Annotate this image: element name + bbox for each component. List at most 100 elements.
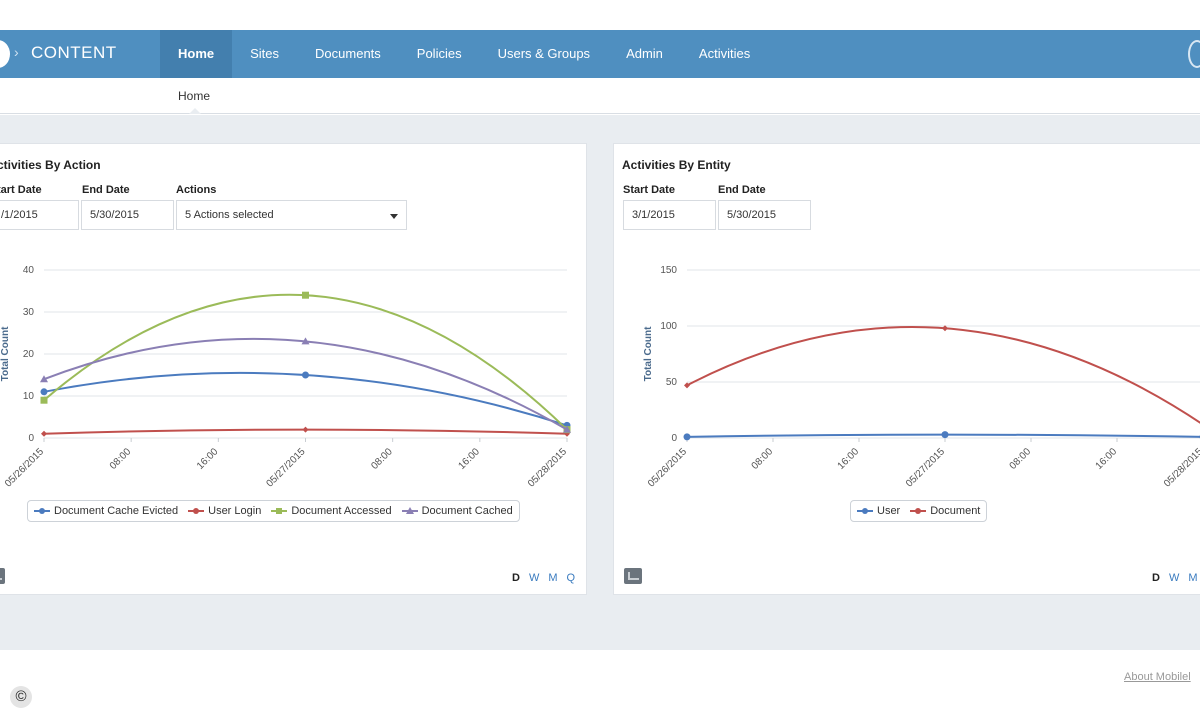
panel-title: Activities By Entity: [622, 158, 731, 172]
y-axis-title: Total Count: [0, 326, 11, 381]
data-point: [40, 375, 48, 383]
legend-label: Document: [930, 505, 981, 517]
nav-item-admin[interactable]: Admin: [626, 46, 663, 61]
x-tick-label: 16:00: [1094, 446, 1120, 472]
x-tick-label: 08:00: [750, 446, 776, 472]
period-selector: D W M Q: [503, 572, 575, 584]
legend-item-user[interactable]: User: [857, 505, 900, 517]
period-quarter[interactable]: Q: [566, 572, 576, 584]
legend-item-document[interactable]: Document: [910, 505, 980, 517]
caret-down-icon: [390, 214, 398, 219]
footer: About Mobilel ©: [0, 650, 1200, 720]
data-point: [942, 325, 948, 332]
activities-by-entity-chart: 0 50 100 150 Total Count 05/26/2015 08:00 16:00…: [643, 265, 1200, 490]
legend-item-document-accessed[interactable]: Document Accessed: [271, 505, 392, 517]
legend-item-document-cached[interactable]: Document Cached: [401, 505, 513, 517]
actions-select-value: 5 Actions selected: [185, 209, 274, 221]
data-point: [301, 337, 310, 345]
period-day[interactable]: D: [1152, 572, 1160, 584]
activities-by-action-chart: 0 10 20 30 40 Total Count 05/26/2015 08:00 16:00…: [0, 265, 571, 490]
start-date-label: Start Date: [623, 184, 675, 196]
period-week[interactable]: W: [1168, 572, 1180, 584]
y-axis-title: Total Count: [643, 326, 654, 381]
legend-symbol: [857, 506, 873, 516]
x-tick-label: 05/26/2015: [3, 446, 46, 489]
caret-up-icon: [189, 108, 201, 114]
copyright-icon: ©: [10, 686, 32, 708]
chart-legend: User Document: [850, 500, 988, 522]
series-line-document-accessed: [43, 293, 568, 431]
legend-label: Document Accessed: [291, 505, 392, 517]
data-point: [683, 433, 691, 441]
data-point: [684, 382, 690, 389]
series-line-document-cache-evicted: [43, 371, 568, 427]
nav-item-home[interactable]: Home: [160, 30, 233, 78]
legend-symbol: [34, 506, 50, 516]
actions-select[interactable]: 5 Actions selected: [176, 200, 407, 230]
legend-item-document-cache-evicted[interactable]: Document Cache Evicted: [34, 505, 178, 517]
period-month[interactable]: M: [1188, 572, 1198, 584]
data-point: [40, 396, 48, 404]
start-date-label: tart Date: [0, 184, 42, 196]
nav-item-sites[interactable]: Sites: [250, 46, 280, 61]
data-point: [563, 425, 571, 433]
x-tick-label: 16:00: [456, 446, 482, 472]
panel-title: ctivities By Action: [0, 158, 101, 172]
x-tick-label: 08:00: [369, 446, 395, 472]
y-tick-label: 10: [23, 391, 35, 402]
y-tick-label: 100: [660, 321, 677, 332]
chart-export-icon[interactable]: [0, 568, 5, 584]
x-tick-label: 08:00: [108, 446, 134, 472]
period-month[interactable]: M: [548, 572, 558, 584]
start-date-input[interactable]: /1/2015: [0, 200, 79, 230]
y-tick-label: 50: [666, 377, 678, 388]
legend-symbol: [271, 506, 288, 516]
main-nav: Home Sites Documents Policies Users & Gr…: [160, 30, 768, 78]
nav-item-documents[interactable]: Documents: [315, 46, 381, 61]
legend-symbol: [910, 506, 927, 516]
legend-item-user-login[interactable]: User Login: [188, 505, 261, 517]
data-point: [40, 388, 48, 396]
period-day[interactable]: D: [512, 572, 520, 584]
activities-by-action-panel: ctivities By Action tart Date End Date A…: [0, 143, 587, 595]
nav-item-activities[interactable]: Activities: [698, 46, 751, 61]
chevron-right-icon: ›: [14, 44, 19, 60]
data-point: [302, 426, 309, 433]
end-date-label: End Date: [718, 184, 766, 196]
user-avatar[interactable]: [1188, 40, 1200, 68]
chart-export-icon[interactable]: [624, 568, 642, 584]
end-date-label: End Date: [82, 184, 130, 196]
app-name[interactable]: CONTENT: [31, 43, 117, 62]
legend-label: Document Cache Evicted: [54, 505, 179, 517]
nav-item-users-groups[interactable]: Users & Groups: [497, 46, 591, 61]
breadcrumb-home[interactable]: Home: [178, 89, 211, 103]
legend-label: User: [877, 505, 901, 517]
y-tick-label: 40: [23, 265, 35, 276]
period-selector: D W M: [1143, 572, 1198, 584]
x-tick-label: 05/27/2015: [264, 446, 307, 489]
x-tick-label: 08:00: [1008, 446, 1034, 472]
end-date-input[interactable]: 5/30/2015: [81, 200, 174, 230]
data-point: [302, 291, 309, 299]
end-date-input[interactable]: 5/30/2015: [718, 200, 811, 230]
data-point: [941, 431, 949, 439]
start-date-input[interactable]: 3/1/2015: [623, 200, 716, 230]
legend-label: Document Cached: [421, 505, 513, 517]
legend-label: User Login: [208, 505, 262, 517]
period-week[interactable]: W: [528, 572, 540, 584]
x-tick-label: 05/28/2015: [1162, 446, 1200, 489]
actions-label: Actions: [176, 184, 217, 196]
series-line-document-cached: [43, 337, 568, 431]
x-tick-label: 05/26/2015: [646, 446, 689, 489]
about-link[interactable]: About Mobilel: [1124, 671, 1191, 683]
legend-symbol: [401, 506, 418, 516]
y-tick-label: 150: [660, 265, 677, 276]
dashboard-content: ctivities By Action tart Date End Date A…: [0, 115, 1200, 650]
brand-logo-icon[interactable]: [0, 40, 10, 68]
series-line-document: [686, 326, 1200, 424]
data-point: [41, 430, 47, 437]
x-tick-label: 05/28/2015: [526, 446, 569, 489]
nav-item-policies[interactable]: Policies: [416, 46, 462, 61]
x-tick-label: 05/27/2015: [904, 446, 947, 489]
sub-nav-bar: Home: [0, 78, 1200, 114]
